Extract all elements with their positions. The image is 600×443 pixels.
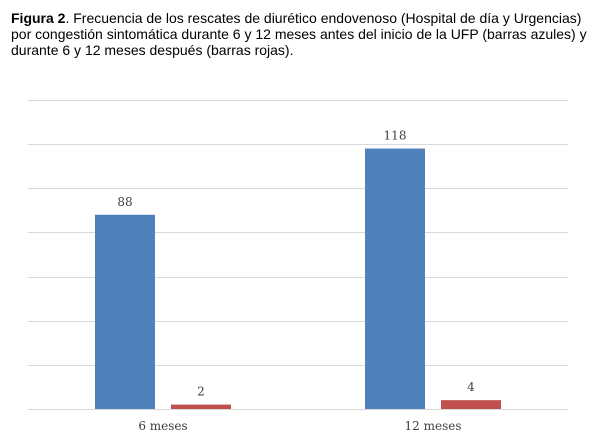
figure-caption: Figura 2. Frecuencia de los rescates de …: [11, 10, 591, 58]
data-label: 88: [117, 195, 132, 209]
x-tick-label: 6 meses: [138, 419, 187, 433]
data-label: 2: [197, 385, 205, 399]
figure-label: Figura 2: [11, 10, 66, 26]
bar-series-2-2: [441, 400, 501, 409]
bar-series-1-2: [365, 148, 425, 410]
bar-series-2-1: [171, 404, 231, 409]
caption-text: . Frecuencia de los rescates de diurétic…: [11, 10, 587, 58]
data-label: 118: [384, 129, 407, 143]
bar-series-1-1: [95, 214, 155, 409]
data-label: 4: [467, 380, 475, 394]
x-tick-label: 12 meses: [405, 419, 462, 433]
